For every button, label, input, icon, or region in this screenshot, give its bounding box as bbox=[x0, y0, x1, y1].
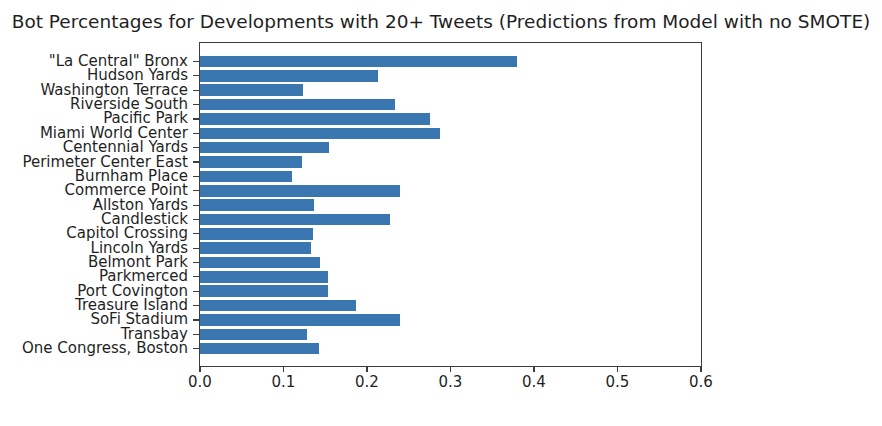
bar bbox=[200, 329, 307, 341]
bar bbox=[200, 199, 314, 211]
x-tick bbox=[199, 366, 200, 372]
y-tick bbox=[193, 348, 200, 349]
x-tick-label: 0.3 bbox=[421, 374, 481, 390]
x-tick bbox=[700, 366, 701, 372]
y-tick bbox=[193, 276, 200, 277]
bar bbox=[200, 171, 292, 183]
bar bbox=[200, 113, 430, 125]
x-tick-label: 0.1 bbox=[254, 374, 314, 390]
x-tick-label: 0.6 bbox=[671, 374, 731, 390]
y-tick bbox=[193, 161, 200, 162]
bar bbox=[200, 99, 395, 111]
y-tick bbox=[193, 176, 200, 177]
x-tick bbox=[533, 366, 534, 372]
bar bbox=[200, 257, 320, 269]
x-tick bbox=[617, 366, 618, 372]
bar bbox=[200, 285, 328, 297]
bar bbox=[200, 142, 329, 154]
x-tick bbox=[366, 366, 367, 372]
y-tick bbox=[193, 104, 200, 105]
y-tick bbox=[193, 190, 200, 191]
y-tick bbox=[193, 291, 200, 292]
x-tick bbox=[283, 366, 284, 372]
x-tick-label: 0.4 bbox=[504, 374, 564, 390]
y-tick bbox=[193, 90, 200, 91]
bar bbox=[200, 84, 303, 96]
bar bbox=[200, 56, 517, 68]
y-tick bbox=[193, 133, 200, 134]
bar bbox=[200, 214, 390, 226]
bar bbox=[200, 343, 319, 355]
y-tick bbox=[193, 233, 200, 234]
y-tick bbox=[193, 147, 200, 148]
bar bbox=[200, 128, 440, 140]
bar bbox=[200, 228, 313, 240]
bar bbox=[200, 314, 400, 326]
chart-title: Bot Percentages for Developments with 20… bbox=[0, 11, 882, 33]
y-tick bbox=[193, 205, 200, 206]
bar bbox=[200, 242, 311, 254]
figure: Bot Percentages for Developments with 20… bbox=[0, 0, 882, 426]
y-tick bbox=[193, 334, 200, 335]
bar bbox=[200, 300, 356, 312]
y-tick bbox=[193, 75, 200, 76]
bar bbox=[200, 185, 400, 197]
y-tick bbox=[193, 305, 200, 306]
y-tick bbox=[193, 262, 200, 263]
x-tick bbox=[450, 366, 451, 372]
x-tick-label: 0.5 bbox=[588, 374, 648, 390]
bar bbox=[200, 156, 302, 168]
x-tick-label: 0.0 bbox=[170, 374, 230, 390]
bar bbox=[200, 271, 328, 283]
y-tick bbox=[193, 118, 200, 119]
y-tick-label: One Congress, Boston bbox=[0, 341, 188, 356]
y-tick bbox=[193, 219, 200, 220]
bar bbox=[200, 70, 378, 82]
plot-area bbox=[199, 42, 702, 367]
x-tick-label: 0.2 bbox=[337, 374, 397, 390]
y-tick bbox=[193, 319, 200, 320]
y-tick bbox=[193, 248, 200, 249]
y-tick bbox=[193, 61, 200, 62]
